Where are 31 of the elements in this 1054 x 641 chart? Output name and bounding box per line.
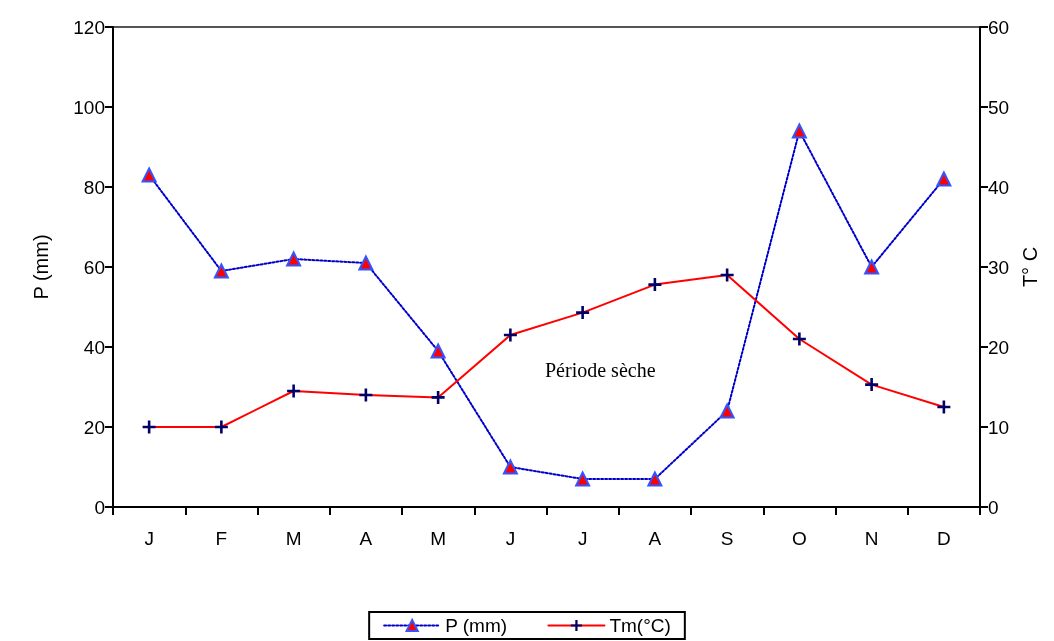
- y2-tick-label: 0: [988, 496, 999, 518]
- y2-tick-label: 50: [988, 96, 1010, 118]
- y-tick-label: 80: [83, 176, 105, 198]
- legend-label: P (mm): [445, 615, 508, 636]
- y-tick-label: 100: [73, 96, 105, 118]
- y-tick-label: 0: [94, 496, 105, 518]
- y-tick-label: 60: [83, 256, 105, 278]
- x-tick-label: F: [215, 528, 228, 549]
- x-tick-label: O: [791, 528, 807, 549]
- x-tick-label: A: [359, 528, 373, 549]
- annotation: Période sèche: [545, 359, 656, 381]
- x-tick-label: J: [577, 528, 588, 549]
- x-tick-label: M: [285, 528, 302, 549]
- x-tick-label: S: [720, 528, 734, 549]
- y2-tick-label: 20: [988, 336, 1010, 358]
- y2-tick-label: 30: [988, 256, 1010, 278]
- y2-tick-label: 10: [988, 416, 1010, 438]
- x-tick-label: D: [937, 528, 951, 549]
- y-tick-label: 120: [73, 16, 105, 38]
- x-tick-label: A: [648, 528, 662, 549]
- y-tick-label: 20: [83, 416, 105, 438]
- x-tick-label: N: [864, 528, 879, 549]
- x-tick-label: M: [430, 528, 447, 549]
- y2-tick-label: 60: [988, 16, 1010, 38]
- y-tick-label: 40: [83, 336, 105, 358]
- legend-label: Tm(°C): [609, 615, 671, 636]
- y-axis-title: P (mm): [30, 234, 52, 300]
- y2-axis-title: T° C: [1019, 246, 1042, 288]
- x-tick-label: J: [505, 528, 516, 549]
- x-tick-label: J: [144, 528, 154, 549]
- y2-tick-label: 40: [988, 176, 1010, 198]
